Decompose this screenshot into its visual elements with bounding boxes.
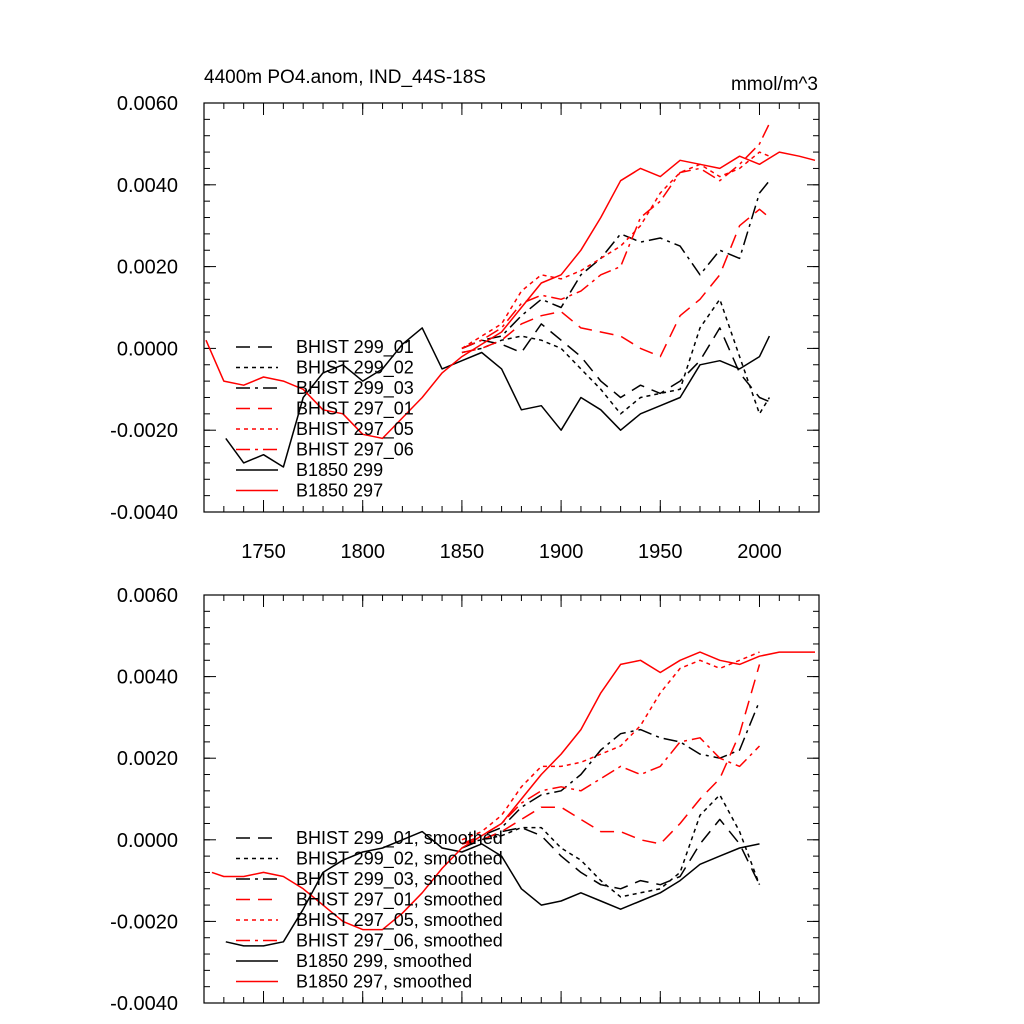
legend-label: BHIST 299_01, smoothed [296, 828, 503, 849]
x-tick-label: 1800 [340, 541, 385, 563]
y-tick-label: -0.0040 [110, 502, 178, 524]
chart-title: 4400m PO4.anom, IND_44S-18S [204, 67, 486, 88]
legend-label: B1850 299, smoothed [296, 951, 472, 971]
y-tick-label: -0.0020 [110, 420, 178, 442]
y-tick-label: 0.0000 [117, 338, 178, 360]
legend-label: BHIST 297_05, smoothed [296, 910, 503, 931]
x-tick-label: 1850 [440, 541, 485, 563]
y-tick-label: -0.0040 [110, 993, 178, 1015]
series-line-b1850-299-smoothed [225, 830, 760, 947]
y-tick-label: 0.0020 [117, 257, 178, 279]
series-line-bhist-299-02 [461, 298, 771, 415]
series-line-bhist-297-05 [461, 151, 770, 350]
y-tick-label: 0.0020 [117, 748, 178, 770]
legend-label: BHIST 299_02 [296, 358, 414, 379]
legend-label: BHIST 297_01, smoothed [296, 890, 503, 911]
y-tick-label: -0.0020 [110, 911, 178, 933]
series-line-b1850-297 [205, 151, 816, 440]
series-line-bhist-299-03 [461, 180, 770, 350]
legend-label: BHIST 299_01 [296, 337, 414, 358]
y-tick-label: 0.0040 [117, 175, 178, 197]
series-line-bhist-297-06-smoothed [461, 737, 761, 845]
y-tick-label: 0.0060 [117, 93, 178, 115]
x-tick-label: 1950 [638, 541, 683, 563]
x-tick-label: 1900 [539, 541, 584, 563]
series-line-bhist-299-03-smoothed [461, 700, 761, 845]
legend-label: BHIST 299_03, smoothed [296, 869, 503, 890]
legend-label: BHIST 297_06, smoothed [296, 931, 503, 952]
y-tick-label: 0.0000 [117, 830, 178, 852]
legend-label: BHIST 299_03 [296, 378, 414, 399]
legend-label: B1850 297, smoothed [296, 972, 472, 992]
y-tick-label: 0.0040 [117, 667, 178, 689]
plot-panel-2: -0.0040 -0.0020 0.0000 0.0020 0.0040 0.0060 BH… [110, 585, 820, 1015]
series-line-bhist-297-05-smoothed [461, 651, 760, 841]
legend-label: BHIST 297_05 [296, 419, 414, 440]
plot-frame [203, 594, 820, 1004]
series-line-b1850-299 [225, 327, 771, 468]
legend-label: BHIST 297_01 [296, 399, 414, 420]
legend-label: BHIST 297_06 [296, 440, 414, 461]
plot-frame [203, 102, 820, 513]
legend-label: B1850 297 [296, 481, 383, 501]
series-line-bhist-299-01 [461, 323, 770, 403]
series-line-bhist-297-01 [461, 208, 770, 358]
units-label: mmol/m^3 [731, 74, 818, 95]
series-line-bhist-299-01-smoothed [461, 818, 761, 890]
series-line-bhist-297-06 [461, 123, 771, 350]
x-tick-label: 1750 [241, 541, 286, 563]
plot-panel-1: -0.0040 -0.0020 0.0000 0.0020 0.0040 0.0060 17… [110, 93, 820, 563]
y-tick-label: 0.0060 [117, 585, 178, 607]
series-line-bhist-299-02-smoothed [461, 794, 761, 898]
x-tick-label: 2000 [737, 541, 782, 563]
series-line-b1850-297-smoothed [211, 651, 815, 931]
legend-label: BHIST 299_02, smoothed [296, 849, 503, 870]
series-line-bhist-297-01-smoothed [461, 664, 761, 845]
legend-label: B1850 299 [296, 460, 383, 480]
